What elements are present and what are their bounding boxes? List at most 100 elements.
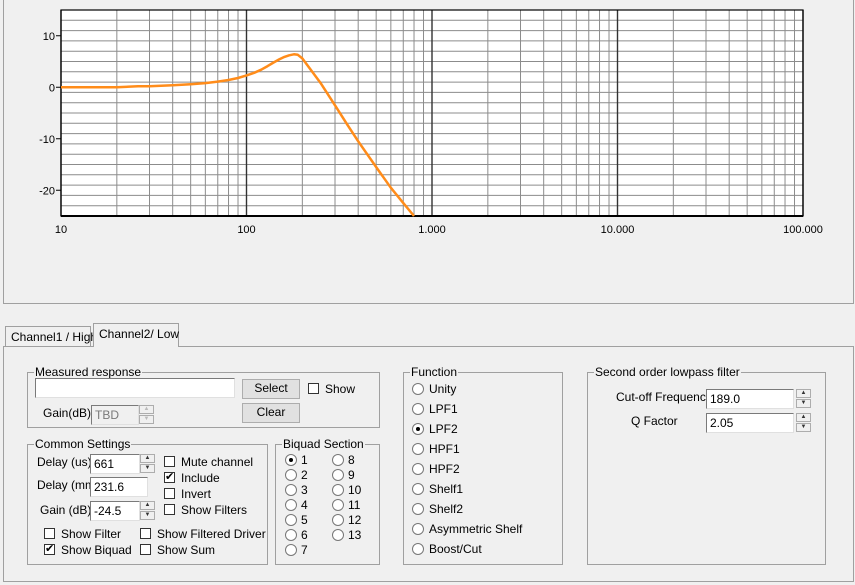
function-radio-label: LPF1 <box>429 402 458 416</box>
biquad-radio-4[interactable] <box>285 499 297 511</box>
biquad-radio-10[interactable] <box>332 484 344 496</box>
spin-down-icon[interactable]: ▼ <box>140 464 155 473</box>
spin-down-icon[interactable]: ▼ <box>796 423 811 432</box>
biquad-radio-12[interactable] <box>332 514 344 526</box>
biquad-radio-label: 9 <box>348 468 355 482</box>
invert-label: Invert <box>181 487 212 501</box>
spin-up-icon[interactable]: ▲ <box>140 501 155 510</box>
function-radio-hpf1[interactable] <box>412 443 424 455</box>
tab-label: Channel1 / High <box>11 330 98 344</box>
spin-up-icon[interactable]: ▲ <box>796 413 811 422</box>
biquad-radio-8[interactable] <box>332 454 344 466</box>
cutoff-frequency-input[interactable] <box>706 389 794 409</box>
biquad-radio-9[interactable] <box>332 469 344 481</box>
function-radio-lpf2[interactable] <box>412 423 424 435</box>
gain-db-input[interactable] <box>90 501 140 521</box>
show-filtered-driver-checkbox[interactable] <box>140 528 151 539</box>
gain-db-spinner[interactable]: ▲ ▼ <box>140 501 155 521</box>
x-tick-label: 10 <box>55 224 67 236</box>
measured-gain-spinner[interactable]: ▲ ▼ <box>139 405 154 425</box>
include-label: Include <box>181 471 220 485</box>
biquad-radio-label: 5 <box>301 513 308 527</box>
group-title: Measured response <box>34 365 143 379</box>
clear-button-label: Clear <box>256 405 286 419</box>
show-measured-checkbox[interactable] <box>308 383 319 394</box>
spin-up-icon[interactable]: ▲ <box>140 454 155 463</box>
cutoff-frequency-spinner[interactable]: ▲ ▼ <box>796 389 811 409</box>
function-radio-label: Shelf1 <box>429 482 464 496</box>
function-radio-hpf2[interactable] <box>412 463 424 475</box>
biquad-radio-label: 10 <box>348 483 362 497</box>
biquad-radio-2[interactable] <box>285 469 297 481</box>
show-sum-label: Show Sum <box>157 543 216 557</box>
biquad-radio-7[interactable] <box>285 544 297 556</box>
tab-label: Channel2/ Low <box>99 327 180 341</box>
delay-us-spinner[interactable]: ▲ ▼ <box>140 454 155 474</box>
x-tick-label: 100 <box>237 224 255 236</box>
q-factor-spinner[interactable]: ▲ ▼ <box>796 413 811 433</box>
show-sum-checkbox[interactable] <box>140 544 151 555</box>
tab-channel1-high[interactable]: Channel1 / High <box>5 326 97 346</box>
biquad-radio-13[interactable] <box>332 529 344 541</box>
show-biquad-label: Show Biquad <box>61 543 132 557</box>
function-radio-unity[interactable] <box>412 383 424 395</box>
show-filters-checkbox[interactable] <box>164 504 175 515</box>
biquad-radio-label: 12 <box>348 513 362 527</box>
tab-content <box>3 346 854 582</box>
show-measured-label: Show <box>325 382 356 396</box>
mute-channel-checkbox[interactable] <box>164 456 175 467</box>
measured-gain-input[interactable] <box>91 405 139 425</box>
function-radio-shelf2[interactable] <box>412 503 424 515</box>
include-checkbox[interactable]: ✔ <box>164 471 175 483</box>
invert-checkbox[interactable] <box>164 488 175 499</box>
biquad-radio-label: 13 <box>348 528 362 542</box>
spin-up-icon[interactable]: ▲ <box>139 405 154 414</box>
function-radio-label: Shelf2 <box>429 502 464 516</box>
group-title: Second order lowpass filter <box>594 365 741 379</box>
x-tick-label: 1.000 <box>418 224 446 236</box>
group-title: Common Settings <box>34 437 132 451</box>
biquad-radio-label: 2 <box>301 468 308 482</box>
delay-us-input[interactable] <box>90 454 140 474</box>
biquad-section-group: Biquad Section <box>275 437 380 565</box>
spin-down-icon[interactable]: ▼ <box>140 511 155 520</box>
common-settings-group: Common Settings <box>27 437 268 565</box>
biquad-radio-11[interactable] <box>332 499 344 511</box>
x-tick-label: 100.000 <box>783 224 823 236</box>
delay-us-label: Delay (us) <box>37 455 92 469</box>
function-radio-asymmetric-shelf[interactable] <box>412 523 424 535</box>
biquad-radio-label: 7 <box>301 543 308 557</box>
biquad-radio-1[interactable] <box>285 454 297 466</box>
spin-down-icon[interactable]: ▼ <box>796 399 811 408</box>
function-radio-lpf1[interactable] <box>412 403 424 415</box>
select-button[interactable]: Select <box>242 379 300 399</box>
group-title: Function <box>410 365 459 379</box>
function-radio-label: LPF2 <box>429 422 458 436</box>
show-biquad-checkbox[interactable]: ✔ <box>44 543 55 555</box>
function-radio-shelf1[interactable] <box>412 483 424 495</box>
function-radio-boost-cut[interactable] <box>412 543 424 555</box>
biquad-radio-6[interactable] <box>285 529 297 541</box>
function-radio-label: HPF1 <box>429 442 460 456</box>
q-factor-input[interactable] <box>706 413 794 433</box>
biquad-radio-3[interactable] <box>285 484 297 496</box>
measured-gain-label: Gain(dB) <box>43 406 92 420</box>
delay-mm-input[interactable] <box>90 477 148 497</box>
spin-down-icon[interactable]: ▼ <box>139 415 154 424</box>
y-tick-label: -20 <box>39 185 55 197</box>
tab-channel2-low[interactable]: Channel2/ Low <box>93 323 179 347</box>
show-filters-label: Show Filters <box>181 503 248 517</box>
measured-response-path-input[interactable] <box>35 378 235 398</box>
clear-button[interactable]: Clear <box>242 403 300 423</box>
gain-db-label: Gain (dB) <box>40 503 92 517</box>
biquad-radio-label: 1 <box>301 453 308 467</box>
y-tick-label: 0 <box>49 82 55 94</box>
q-factor-label: Q Factor <box>631 414 678 428</box>
biquad-radio-5[interactable] <box>285 514 297 526</box>
show-filter-checkbox[interactable] <box>44 528 55 539</box>
cutoff-frequency-label: Cut-off Frequency <box>616 390 712 404</box>
spin-up-icon[interactable]: ▲ <box>796 389 811 398</box>
x-tick-label: 10.000 <box>601 224 635 236</box>
biquad-radio-label: 3 <box>301 483 308 497</box>
